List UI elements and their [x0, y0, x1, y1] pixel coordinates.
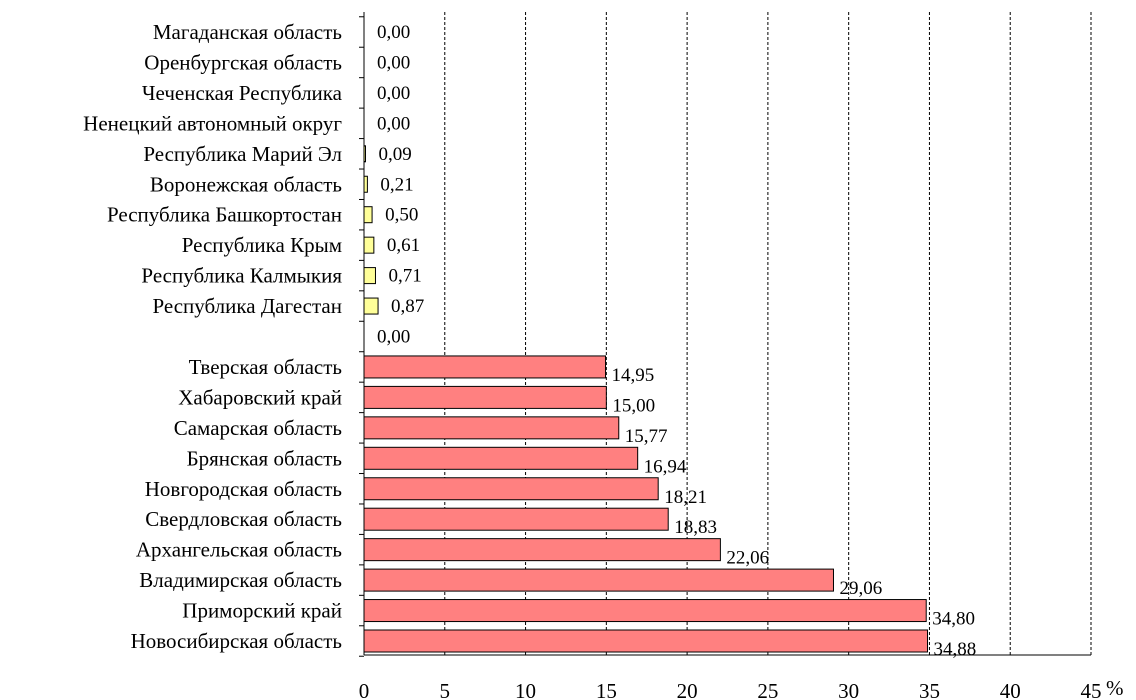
value-label: 22,06 — [726, 548, 769, 569]
bar — [363, 446, 639, 470]
x-tick-label: 45 — [1081, 679, 1102, 700]
x-tick-label: 20 — [677, 679, 698, 700]
value-label: 29,06 — [839, 578, 882, 599]
bar — [363, 477, 659, 501]
category-label: Самарская область — [174, 416, 342, 440]
x-tick-label: 0 — [359, 679, 370, 700]
x-tick-label: 30 — [838, 679, 859, 700]
bars — [363, 145, 929, 653]
value-label: 0,00 — [377, 327, 410, 348]
category-labels: Магаданская область Оренбургская область Ч… — [83, 20, 343, 653]
value-label: 16,94 — [644, 456, 687, 477]
value-label: 0,87 — [391, 296, 424, 317]
bar — [363, 297, 379, 315]
value-label: 0,09 — [378, 144, 411, 165]
category-label: Воронежская область — [150, 172, 342, 196]
value-label: 0,71 — [388, 266, 421, 287]
category-label: Приморский край — [182, 599, 342, 623]
bar — [363, 568, 834, 592]
category-label: Республика Дагестан — [152, 294, 342, 318]
value-label: 18,21 — [664, 487, 707, 508]
value-labels: 0,00 0,00 0,00 0,00 0,09 0,21 0,50 0,61 0,71 0,87… — [377, 22, 976, 660]
category-label: Республика Марий Эл — [143, 142, 342, 166]
value-label: 0,00 — [377, 83, 410, 104]
bar — [363, 629, 929, 653]
category-label: Ненецкий автономный округ — [83, 111, 342, 135]
value-label: 0,00 — [377, 113, 410, 134]
category-label: Брянская область — [187, 446, 342, 470]
bar — [363, 267, 376, 285]
bar — [363, 507, 669, 531]
category-label: Республика Калмыкия — [141, 264, 342, 288]
x-tick-label: 15 — [596, 679, 617, 700]
x-tick-label: 25 — [757, 679, 778, 700]
x-tick-label: 10 — [515, 679, 536, 700]
value-label: 0,00 — [377, 52, 410, 73]
category-label: Архангельская область — [136, 538, 342, 562]
value-label: 34,80 — [932, 609, 975, 630]
bar — [363, 416, 620, 440]
value-label: 15,00 — [612, 395, 655, 416]
value-label: 18,83 — [674, 517, 717, 538]
category-label: Владимирская область — [139, 568, 342, 592]
x-axis-unit-label: % — [1106, 676, 1124, 700]
x-tick-label: 40 — [1000, 679, 1021, 700]
category-label: Республика Башкортостан — [107, 203, 342, 227]
bar — [363, 236, 375, 254]
category-label: Чеченская Республика — [142, 81, 343, 105]
bar — [363, 385, 607, 409]
value-label: 14,95 — [612, 365, 655, 386]
category-label: Свердловская область — [145, 507, 342, 531]
category-label: Республика Крым — [182, 233, 342, 257]
x-tick-labels: 0 5 10 15 20 25 30 35 40 45 — [359, 679, 1102, 700]
value-label: 0,21 — [380, 174, 413, 195]
x-tick-label: 35 — [919, 679, 940, 700]
category-label: Магаданская область — [153, 20, 342, 44]
value-label: 0,00 — [377, 22, 410, 43]
axes — [359, 12, 1091, 657]
category-label: Тверская область — [189, 355, 342, 379]
value-label: 0,50 — [385, 205, 418, 226]
bar — [363, 206, 373, 224]
bar — [363, 175, 368, 193]
category-label: Новосибирская область — [131, 629, 342, 653]
category-label: Новгородская область — [145, 477, 342, 501]
bar — [363, 538, 721, 562]
category-label: Оренбургская область — [144, 50, 342, 74]
x-tick-label: 5 — [440, 679, 451, 700]
value-label: 0,61 — [387, 235, 420, 256]
value-label: 34,88 — [934, 639, 977, 660]
bar — [363, 599, 927, 623]
grid-lines — [444, 12, 1092, 655]
value-label: 15,77 — [625, 426, 668, 447]
bar — [363, 355, 607, 379]
category-label: Хабаровский край — [178, 385, 342, 409]
